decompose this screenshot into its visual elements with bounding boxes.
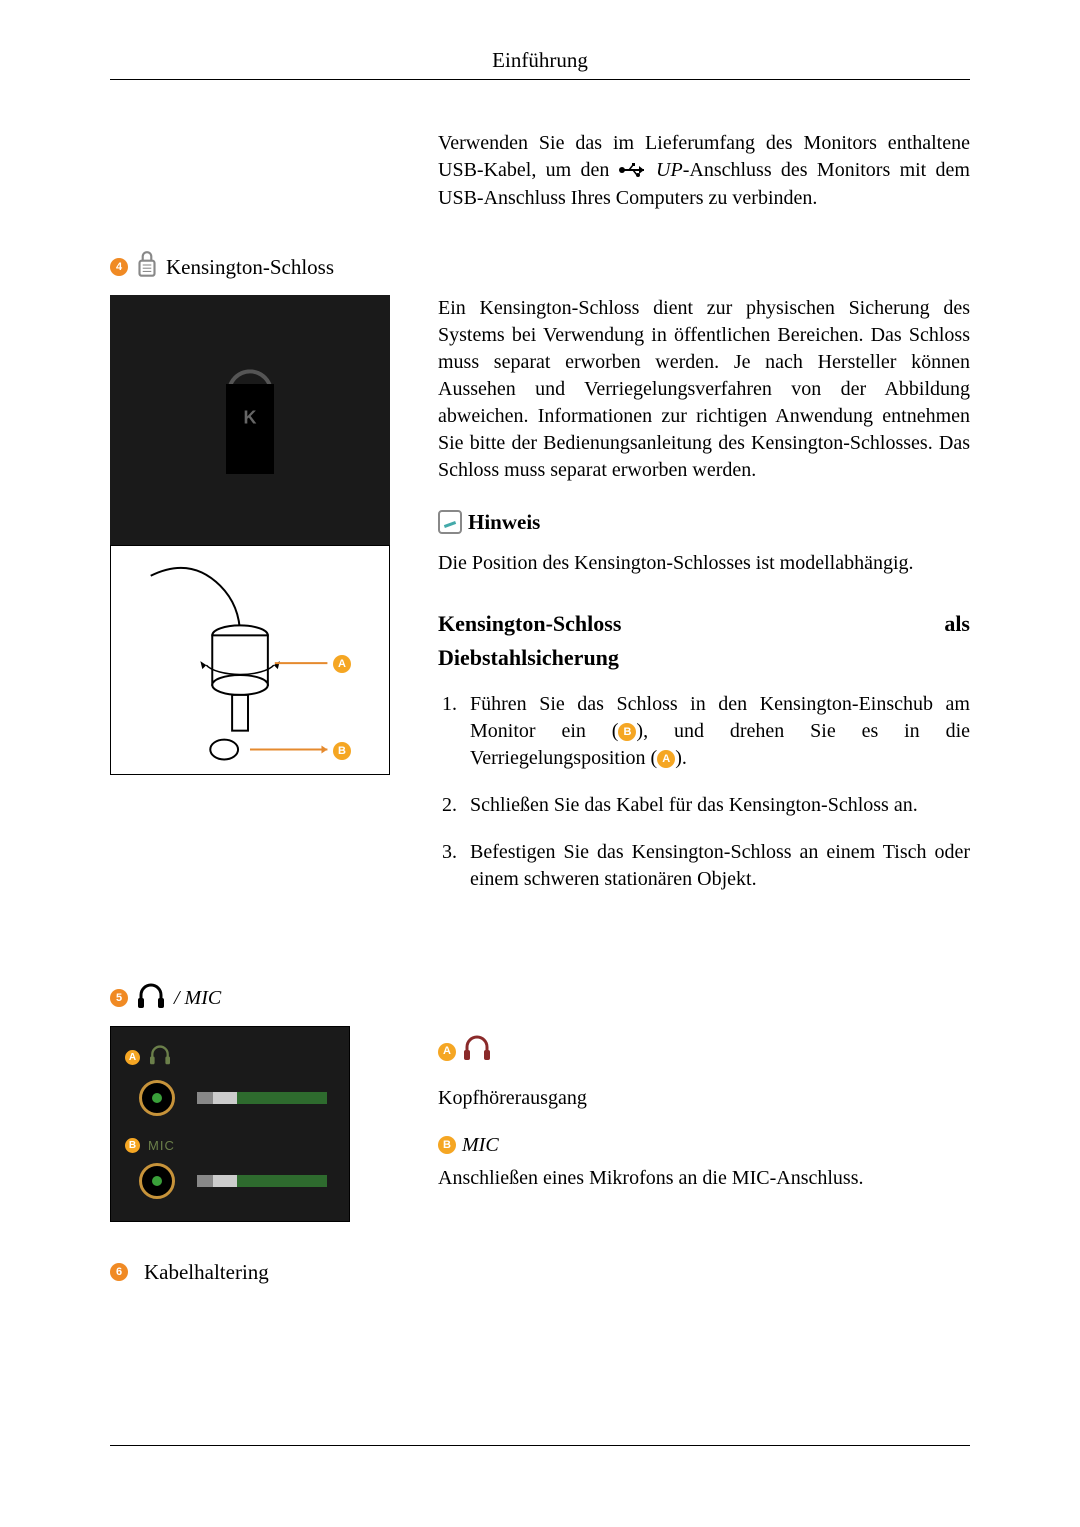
right-badge-b: B <box>438 1136 456 1154</box>
panel-badge-b: B <box>125 1138 140 1153</box>
right-headphone-icon <box>462 1035 492 1069</box>
right-mic-word: MIC <box>462 1132 499 1159</box>
panel-mic-label: MIC <box>148 1138 175 1153</box>
section4-title-row: 4 Kensington-Schloss <box>110 250 970 285</box>
section4-number-badge: 4 <box>110 258 128 276</box>
mic-text: Anschließen eines Mikrofons an die MIC-A… <box>438 1165 970 1192</box>
page-header: Einführung <box>110 48 970 80</box>
headphone-icon <box>136 983 166 1014</box>
kensington-diagram-image: A B <box>110 545 390 775</box>
step-badge-a: A <box>657 750 675 768</box>
intro-paragraph: Verwenden Sie das im Lieferumfang des Mo… <box>438 130 970 212</box>
kensington-desc: Ein Kensington-Schloss dient zur physisc… <box>438 295 970 484</box>
hinweis-text: Die Position des Kensington-Schlosses is… <box>438 550 970 577</box>
headphone-label: Kopfhörerausgang <box>438 1085 970 1112</box>
lock-icon <box>134 250 160 285</box>
section5-mic-word: / MIC <box>174 987 221 1010</box>
steps-list: Führen Sie das Schloss in den Kensington… <box>438 691 970 893</box>
section4-title: Kensington-Schloss <box>166 255 334 280</box>
step-2: Schließen Sie das Kabel für das Kensingt… <box>462 792 970 819</box>
headphone-jack <box>125 1076 265 1120</box>
section6-number-badge: 6 <box>110 1263 128 1281</box>
note-icon <box>438 510 462 534</box>
audio-panel-image: A B MIC <box>110 1026 350 1222</box>
step-badge-b: B <box>618 723 636 741</box>
panel-badge-a: A <box>125 1050 140 1065</box>
footer-rule <box>110 1445 970 1446</box>
usb-icon <box>619 158 647 185</box>
section5-number-badge: 5 <box>110 989 128 1007</box>
section6-row: 6 Kabelhaltering <box>110 1260 970 1285</box>
diagram-marker-b: B <box>333 742 351 760</box>
diagram-marker-a: A <box>333 655 351 673</box>
step-1: Führen Sie das Schloss in den Kensington… <box>462 691 970 772</box>
mic-jack <box>125 1159 265 1203</box>
section6-title: Kabelhaltering <box>144 1260 269 1285</box>
kensington-subhead-line2: Diebstahlsicherung <box>438 643 970 673</box>
right-badge-a: A <box>438 1043 456 1061</box>
kensington-subhead: Kensington-Schloss als <box>438 609 970 639</box>
intro-up-word: UP <box>656 159 683 181</box>
step-3: Befestigen Sie das Kensington-Schloss an… <box>462 839 970 893</box>
panel-headphone-icon <box>148 1045 172 1070</box>
kensington-render-image: K <box>110 295 390 545</box>
hinweis-title: Hinweis <box>468 508 540 536</box>
